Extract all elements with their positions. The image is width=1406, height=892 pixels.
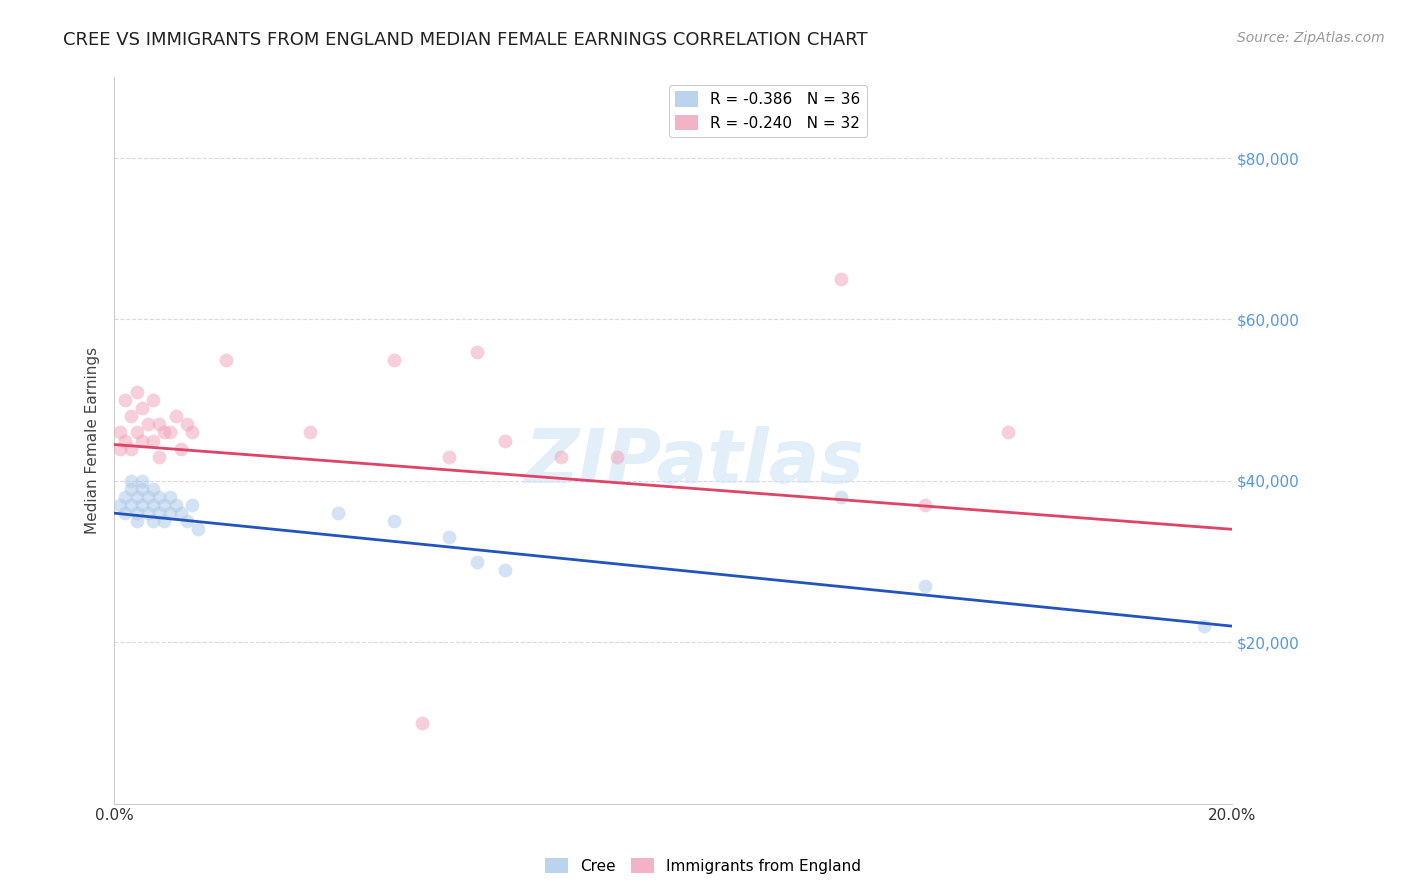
Point [125, 514, 148, 528]
Point [997, 425, 1019, 440]
Text: Source: ZipAtlas.com: Source: ZipAtlas.com [1237, 31, 1385, 45]
Point [1192, 619, 1215, 633]
Point [176, 417, 198, 432]
Point [165, 409, 187, 424]
Point [159, 425, 181, 440]
Point [467, 344, 489, 359]
Legend: R = -0.386   N = 36, R = -0.240   N = 32: R = -0.386 N = 36, R = -0.240 N = 32 [669, 85, 866, 136]
Point [131, 434, 153, 448]
Point [142, 498, 165, 512]
Point [215, 352, 238, 367]
Point [125, 506, 148, 520]
Point [176, 514, 198, 528]
Point [120, 409, 142, 424]
Point [382, 514, 405, 528]
Point [170, 442, 193, 456]
Point [148, 417, 170, 432]
Point [125, 490, 148, 504]
Y-axis label: Median Female Earnings: Median Female Earnings [86, 347, 100, 534]
Point [159, 506, 181, 520]
Text: CREE VS IMMIGRANTS FROM ENGLAND MEDIAN FEMALE EARNINGS CORRELATION CHART: CREE VS IMMIGRANTS FROM ENGLAND MEDIAN F… [63, 31, 868, 49]
Point [142, 434, 165, 448]
Point [131, 482, 153, 496]
Point [148, 450, 170, 464]
Point [142, 514, 165, 528]
Point [467, 555, 489, 569]
Point [125, 425, 148, 440]
Point [148, 490, 170, 504]
Point [136, 417, 159, 432]
Point [914, 579, 936, 593]
Point [114, 506, 136, 520]
Point [494, 434, 516, 448]
Point [411, 715, 433, 730]
Point [153, 514, 176, 528]
Point [142, 393, 165, 408]
Point [606, 450, 628, 464]
Point [108, 442, 131, 456]
Point [108, 425, 131, 440]
Point [439, 450, 461, 464]
Point [914, 498, 936, 512]
Legend: Cree, Immigrants from England: Cree, Immigrants from England [538, 852, 868, 880]
Point [187, 522, 209, 536]
Point [131, 401, 153, 416]
Point [153, 425, 176, 440]
Point [170, 506, 193, 520]
Point [136, 490, 159, 504]
Point [125, 385, 148, 400]
Point [159, 490, 181, 504]
Point [181, 498, 204, 512]
Point [298, 425, 321, 440]
Point [142, 482, 165, 496]
Point [326, 506, 349, 520]
Point [181, 425, 204, 440]
Point [439, 530, 461, 544]
Point [120, 482, 142, 496]
Point [120, 474, 142, 488]
Point [131, 498, 153, 512]
Point [131, 474, 153, 488]
Point [136, 506, 159, 520]
Point [120, 442, 142, 456]
Text: ZIPatlas: ZIPatlas [526, 425, 865, 499]
Point [114, 393, 136, 408]
Point [382, 352, 405, 367]
Point [120, 498, 142, 512]
Point [114, 490, 136, 504]
Point [550, 450, 572, 464]
Point [153, 498, 176, 512]
Point [494, 563, 516, 577]
Point [108, 498, 131, 512]
Point [148, 506, 170, 520]
Point [830, 272, 852, 286]
Point [165, 498, 187, 512]
Point [114, 434, 136, 448]
Point [830, 490, 852, 504]
